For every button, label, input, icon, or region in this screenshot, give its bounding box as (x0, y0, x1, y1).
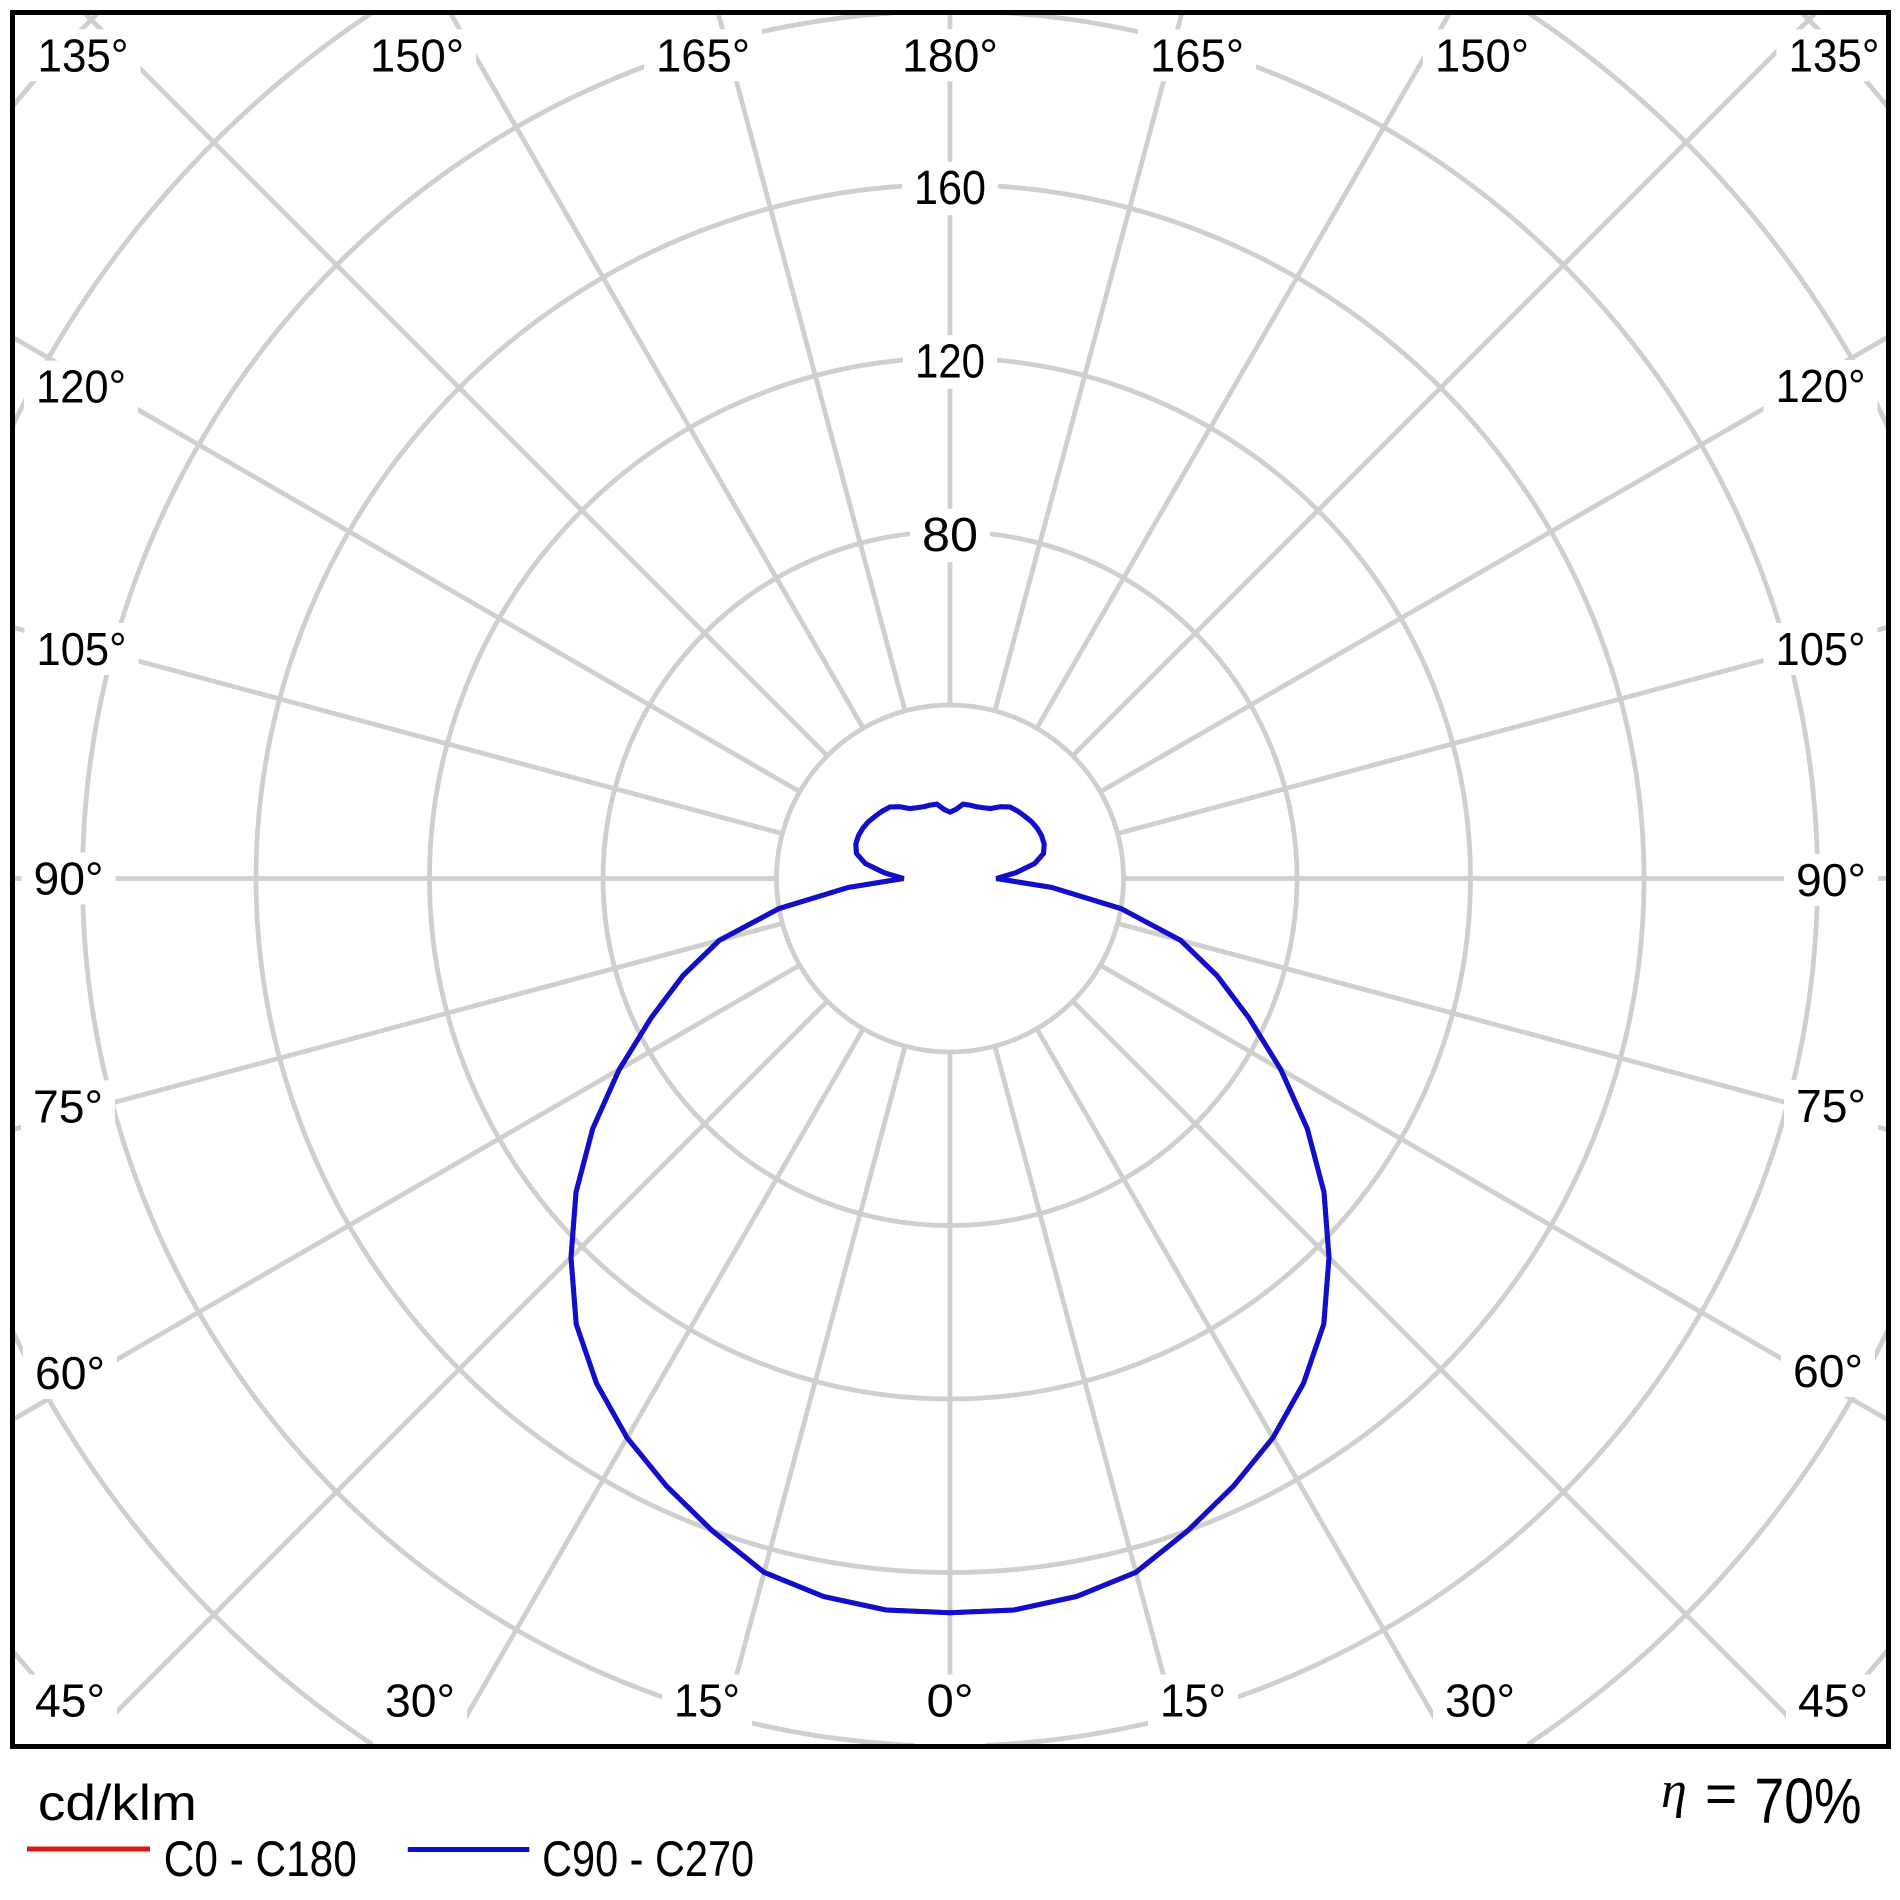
svg-text:160: 160 (914, 162, 986, 215)
svg-text:105°: 105° (1776, 623, 1866, 675)
svg-text:η: η (1661, 1762, 1687, 1819)
svg-text:135°: 135° (38, 29, 129, 81)
svg-text:30°: 30° (385, 1675, 455, 1727)
svg-text:90°: 90° (1796, 854, 1866, 906)
svg-text:60°: 60° (1793, 1345, 1863, 1397)
svg-text:30°: 30° (1445, 1675, 1515, 1727)
svg-text:165°: 165° (1150, 29, 1244, 81)
svg-text:75°: 75° (33, 1080, 103, 1132)
svg-text:C0 - C180: C0 - C180 (164, 1830, 357, 1887)
svg-text:cd/klm: cd/klm (38, 1775, 197, 1831)
svg-text:C90 - C270: C90 - C270 (542, 1830, 754, 1887)
svg-text:45°: 45° (1798, 1675, 1868, 1727)
svg-text:105°: 105° (37, 623, 127, 675)
svg-text:75°: 75° (1796, 1080, 1866, 1132)
svg-text:120: 120 (915, 336, 985, 389)
svg-text:150°: 150° (370, 29, 464, 81)
svg-text:120°: 120° (1776, 360, 1866, 412)
svg-text:180°: 180° (902, 29, 998, 81)
svg-text:90°: 90° (34, 852, 104, 904)
svg-text:=: = (1705, 1762, 1737, 1824)
svg-text:135°: 135° (1789, 29, 1880, 81)
svg-text:15°: 15° (674, 1675, 740, 1727)
svg-text:150°: 150° (1435, 29, 1529, 81)
svg-text:60°: 60° (35, 1347, 105, 1399)
svg-text:80: 80 (922, 509, 978, 562)
svg-text:45°: 45° (35, 1675, 105, 1727)
svg-text:165°: 165° (656, 29, 750, 81)
svg-text:70%: 70% (1755, 1765, 1862, 1837)
svg-text:0°: 0° (927, 1675, 974, 1727)
svg-text:120°: 120° (36, 361, 126, 413)
svg-text:15°: 15° (1160, 1675, 1226, 1727)
